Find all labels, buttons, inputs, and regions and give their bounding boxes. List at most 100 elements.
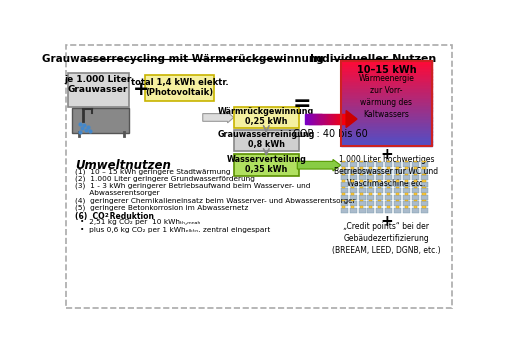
Bar — [350, 193, 354, 195]
Bar — [411, 169, 418, 174]
Bar — [340, 105, 431, 106]
Bar — [393, 169, 400, 174]
Bar — [341, 200, 345, 201]
Text: Wärmeenergie
zur Vorr-
wärmung des
Kaltwassers: Wärmeenergie zur Vorr- wärmung des Kaltw… — [358, 74, 414, 119]
Bar — [377, 161, 380, 162]
Bar — [349, 182, 356, 187]
FancyArrow shape — [203, 112, 233, 123]
Bar — [395, 174, 398, 175]
Bar — [340, 121, 431, 123]
Bar — [393, 182, 400, 187]
Bar — [395, 161, 398, 162]
Bar — [350, 180, 354, 182]
Bar — [404, 187, 407, 188]
Bar — [340, 201, 347, 206]
Bar — [328, 114, 329, 124]
Bar — [422, 193, 425, 195]
Bar — [402, 169, 409, 174]
Bar — [386, 187, 389, 188]
Bar — [331, 114, 332, 124]
Bar — [340, 89, 431, 91]
Bar — [341, 187, 345, 188]
Bar — [340, 113, 431, 115]
Bar — [340, 88, 431, 90]
Text: 1.000 Liter hochwertiges
Betriebswasser für WC und
Waschmaschine etc.: 1.000 Liter hochwertiges Betriebswasser … — [334, 155, 438, 188]
Bar — [376, 175, 383, 180]
Bar — [377, 200, 380, 201]
Bar — [319, 114, 320, 124]
Text: •  2,51 kg CO₂ per  10 kWhₜₕ,ₘₙₐₕ: • 2,51 kg CO₂ per 10 kWhₜₕ,ₘₙₐₕ — [80, 219, 200, 225]
Bar — [358, 182, 365, 187]
Bar — [386, 174, 389, 175]
Bar — [420, 162, 427, 167]
Text: (3)  1 - 3 kWh geringerer Betriebsaufwand beim Wasserver- und: (3) 1 - 3 kWh geringerer Betriebsaufwand… — [75, 183, 310, 189]
Bar — [420, 188, 427, 193]
Text: =: = — [292, 93, 311, 114]
Bar — [349, 201, 356, 206]
FancyArrow shape — [297, 159, 340, 171]
Bar — [349, 188, 356, 193]
Bar — [324, 114, 325, 124]
Bar — [341, 161, 345, 162]
Text: Grauwasserrecycling mit Wärmerückgewinnung: Grauwasserrecycling mit Wärmerückgewinnu… — [42, 54, 324, 64]
Bar — [340, 119, 431, 120]
Bar — [340, 82, 431, 84]
Bar — [317, 114, 318, 124]
Bar — [340, 98, 431, 99]
Text: Wärmrückgewinnung
0,25 kWh: Wärmrückgewinnung 0,25 kWh — [218, 107, 314, 126]
FancyBboxPatch shape — [72, 108, 129, 133]
Text: Abwasserentsorger: Abwasserentsorger — [75, 190, 159, 196]
Bar — [343, 114, 345, 124]
Bar — [340, 169, 347, 174]
Bar — [340, 139, 431, 140]
Bar — [395, 180, 398, 182]
Bar — [367, 182, 374, 187]
Bar — [358, 201, 365, 206]
Bar — [376, 162, 383, 167]
Bar — [340, 134, 431, 136]
Bar — [395, 187, 398, 188]
Bar — [402, 162, 409, 167]
Bar — [340, 65, 431, 67]
Text: (1)  10 – 15 kWh geringere Stadtwärmung: (1) 10 – 15 kWh geringere Stadtwärmung — [75, 168, 230, 175]
Bar — [367, 208, 374, 213]
Text: Grauwasserreinigung
0,8 kWh: Grauwasserreinigung 0,8 kWh — [217, 130, 315, 149]
Bar — [360, 161, 363, 162]
Bar — [310, 114, 311, 124]
Bar — [340, 86, 431, 88]
Bar — [413, 193, 416, 195]
Bar — [368, 174, 371, 175]
Bar — [340, 195, 347, 200]
Text: (4)  geringerer Chemikalieneinsatz beim Wasserver- und Abwasserentsorger: (4) geringerer Chemikalieneinsatz beim W… — [75, 197, 355, 204]
Bar — [306, 114, 307, 124]
Bar — [340, 114, 342, 124]
Bar — [376, 195, 383, 200]
Bar — [340, 76, 431, 78]
Bar — [413, 206, 416, 208]
FancyBboxPatch shape — [233, 130, 298, 151]
Bar — [420, 175, 427, 180]
Bar — [404, 174, 407, 175]
Bar — [422, 206, 425, 208]
Bar — [341, 174, 345, 175]
FancyBboxPatch shape — [66, 45, 451, 308]
Bar — [411, 162, 418, 167]
Bar — [384, 175, 391, 180]
Bar — [340, 126, 431, 128]
Bar — [422, 161, 425, 162]
Bar — [395, 206, 398, 208]
Text: COP : 40 bis 60: COP : 40 bis 60 — [293, 129, 367, 139]
Bar — [358, 162, 365, 167]
Bar — [340, 92, 431, 94]
Text: +: + — [379, 214, 392, 229]
Bar — [321, 114, 322, 124]
Bar — [325, 114, 326, 124]
Bar — [367, 169, 374, 174]
Bar — [360, 174, 363, 175]
Bar — [393, 208, 400, 213]
Bar — [411, 175, 418, 180]
Bar — [422, 180, 425, 182]
Bar — [340, 78, 431, 79]
Bar — [340, 61, 431, 63]
Bar — [341, 180, 345, 182]
